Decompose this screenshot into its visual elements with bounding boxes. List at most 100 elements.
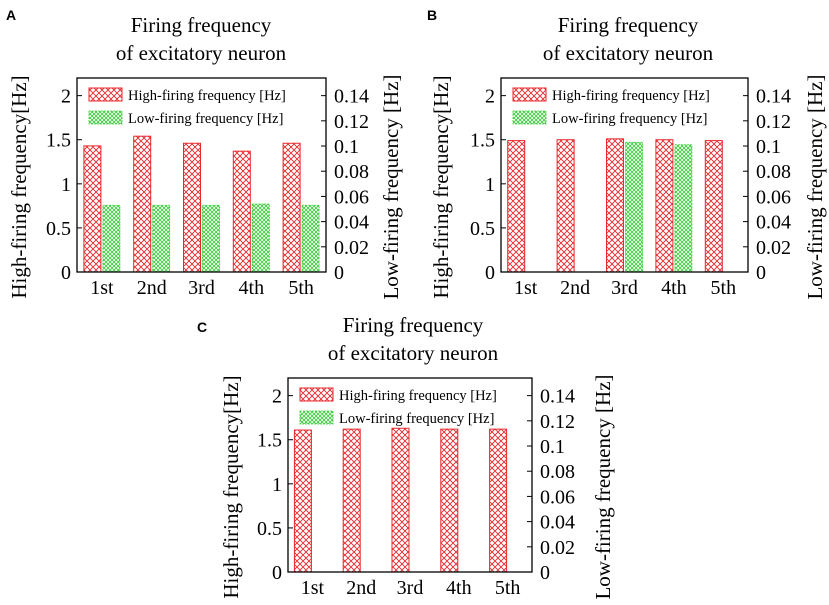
y-left-tick-label: 0.5 bbox=[46, 218, 71, 240]
y-left-tick-label: 1 bbox=[61, 174, 71, 196]
y-left-tick-label: 0 bbox=[485, 262, 495, 284]
bar-high-firing bbox=[83, 145, 102, 273]
x-tick-label: 5th bbox=[288, 277, 314, 299]
x-tick-label: 1st bbox=[514, 277, 538, 299]
y-right-tick-label: 0 bbox=[756, 262, 766, 284]
bar-high-firing bbox=[183, 142, 201, 273]
y-right-tick-label: 0.12 bbox=[756, 111, 791, 133]
y-right-tick-label: 0.1 bbox=[540, 436, 565, 458]
y-right-axis-label: Low-firing frequency [Hz] bbox=[379, 74, 403, 299]
y-right-tick-label: 0 bbox=[334, 262, 344, 284]
legend-swatch-high bbox=[512, 87, 547, 102]
y-right-tick-label: 0.14 bbox=[540, 386, 575, 408]
legend-swatch-high bbox=[299, 387, 334, 402]
x-tick-label: 4th bbox=[239, 277, 265, 299]
bar-high-firing bbox=[293, 429, 312, 573]
chart-title-line: Firing frequency bbox=[343, 313, 484, 337]
y-right-tick-label: 0.06 bbox=[540, 486, 575, 508]
legend-swatch-low bbox=[88, 110, 123, 125]
panel-letter: B bbox=[427, 7, 437, 23]
y-left-tick-label: 0.5 bbox=[257, 518, 282, 540]
legend-label-low: Low-firing frequency [Hz] bbox=[128, 111, 283, 127]
y-right-tick-label: 0.02 bbox=[540, 537, 575, 559]
panel-b: B Firing frequency of excitatory neuron 1st… bbox=[427, 7, 827, 300]
x-tick-label: 3rd bbox=[611, 277, 638, 299]
y-right-tick-label: 0.08 bbox=[540, 461, 575, 483]
x-tick-label: 2nd bbox=[346, 577, 376, 599]
y-left-tick-label: 2 bbox=[61, 86, 71, 108]
x-tick-label: 1st bbox=[301, 577, 325, 599]
legend-swatch-low bbox=[512, 110, 547, 125]
x-tick-label: 5th bbox=[495, 577, 521, 599]
legend-swatch-high bbox=[88, 87, 123, 102]
bar-high-firing bbox=[232, 150, 251, 273]
y-left-axis-label: High-firing frequency[Hz] bbox=[219, 375, 243, 598]
bar-high-firing bbox=[606, 138, 624, 273]
chart-title-line: Firing frequency bbox=[131, 13, 272, 37]
chart-title-line: Firing frequency bbox=[558, 13, 699, 37]
bar-high-firing bbox=[282, 142, 301, 273]
y-right-tick-label: 0.06 bbox=[756, 186, 791, 208]
y-left-tick-label: 1.5 bbox=[46, 130, 71, 152]
y-left-tick-label: 2 bbox=[272, 386, 282, 408]
panel-c: C Firing frequency of excitatory neuron 1st… bbox=[197, 313, 615, 600]
y-right-tick-label: 0.04 bbox=[756, 212, 791, 234]
y-left-axis-label: High-firing frequency[Hz] bbox=[429, 75, 453, 298]
panel-a: A Firing frequency of excitatory neuron 1st… bbox=[6, 7, 403, 300]
y-right-tick-label: 0.14 bbox=[334, 86, 369, 108]
x-tick-label: 4th bbox=[446, 577, 472, 599]
panel-letter: C bbox=[197, 319, 207, 335]
y-right-tick-label: 0.04 bbox=[334, 212, 369, 234]
x-tick-label: 1st bbox=[90, 277, 114, 299]
chart-title-line: of excitatory neuron bbox=[328, 341, 499, 365]
y-left-tick-label: 1.5 bbox=[470, 130, 495, 152]
bar-low-firing bbox=[102, 204, 121, 273]
bar-high-firing bbox=[655, 139, 674, 273]
y-right-tick-label: 0.1 bbox=[334, 136, 359, 158]
y-right-tick-label: 0.12 bbox=[540, 411, 575, 433]
panel-letter: A bbox=[6, 7, 16, 23]
y-right-tick-label: 0.08 bbox=[334, 161, 369, 183]
x-tick-label: 4th bbox=[661, 277, 687, 299]
bar-high-firing bbox=[133, 135, 152, 273]
x-tick-label: 2nd bbox=[137, 277, 167, 299]
bar-high-firing bbox=[507, 140, 526, 273]
plot-frame bbox=[287, 377, 533, 573]
y-right-tick-label: 0.08 bbox=[756, 161, 791, 183]
y-right-tick-label: 0.04 bbox=[540, 512, 575, 534]
y-left-tick-label: 0 bbox=[61, 262, 71, 284]
legend-label-low: Low-firing frequency [Hz] bbox=[552, 111, 707, 127]
bar-high-firing bbox=[489, 428, 508, 573]
plot-frame bbox=[76, 77, 327, 273]
y-left-tick-label: 2 bbox=[485, 86, 495, 108]
bar-low-firing bbox=[625, 141, 643, 273]
y-right-axis-label: Low-firing frequency [Hz] bbox=[591, 374, 615, 599]
y-left-axis-label: High-firing frequency[Hz] bbox=[7, 75, 31, 298]
y-right-tick-label: 0.1 bbox=[756, 136, 781, 158]
bar-low-firing bbox=[202, 204, 220, 273]
bar-high-firing bbox=[391, 427, 410, 573]
legend-label-high: High-firing frequency [Hz] bbox=[339, 388, 497, 404]
chart-title-line: of excitatory neuron bbox=[543, 41, 714, 65]
bar-high-firing bbox=[440, 428, 459, 573]
chart-title-line: of excitatory neuron bbox=[116, 41, 287, 65]
legend-label-low: Low-firing frequency [Hz] bbox=[339, 411, 494, 427]
bar-high-firing bbox=[556, 139, 575, 273]
y-right-tick-label: 0.02 bbox=[756, 237, 791, 259]
y-right-tick-label: 0.02 bbox=[334, 237, 369, 259]
y-left-tick-label: 1.5 bbox=[257, 430, 282, 452]
legend-swatch-low bbox=[299, 410, 334, 425]
bar-high-firing bbox=[342, 428, 361, 573]
x-tick-label: 3rd bbox=[188, 277, 215, 299]
y-left-tick-label: 0 bbox=[272, 562, 282, 584]
bar-high-firing bbox=[704, 140, 723, 273]
y-right-tick-label: 0 bbox=[540, 562, 550, 584]
plot-frame bbox=[500, 77, 749, 273]
y-right-tick-label: 0.06 bbox=[334, 186, 369, 208]
bar-low-firing bbox=[674, 144, 693, 273]
bar-low-firing bbox=[152, 204, 171, 273]
y-right-tick-label: 0.14 bbox=[756, 86, 791, 108]
y-right-axis-label: Low-firing frequency [Hz] bbox=[803, 74, 827, 299]
y-right-tick-label: 0.12 bbox=[334, 111, 369, 133]
